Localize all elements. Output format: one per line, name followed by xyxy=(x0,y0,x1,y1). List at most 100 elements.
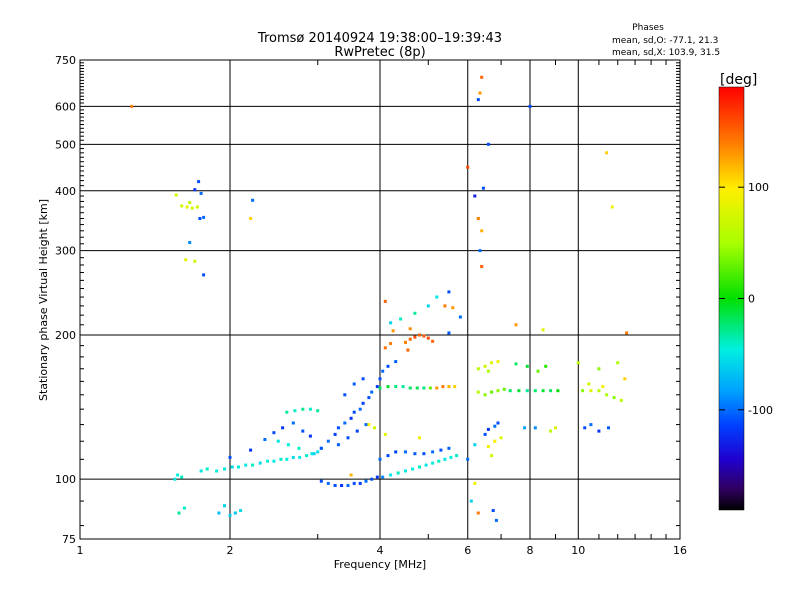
data-point xyxy=(367,396,371,400)
data-point xyxy=(406,348,410,352)
data-point xyxy=(413,452,417,456)
data-point xyxy=(355,429,359,433)
data-point xyxy=(184,258,188,262)
data-point xyxy=(202,215,206,219)
data-point xyxy=(378,386,382,390)
y-tick-label: 200 xyxy=(55,329,76,342)
phases-heading: Phases xyxy=(632,23,664,33)
phase-x-stats: mean, sd,X: 103.9, 31.5 xyxy=(612,48,720,58)
data-point xyxy=(544,364,548,368)
data-point xyxy=(408,337,412,341)
data-point xyxy=(404,469,407,473)
data-point xyxy=(305,454,309,458)
data-point xyxy=(358,407,362,411)
data-point xyxy=(333,484,337,487)
data-point xyxy=(447,446,451,450)
data-point xyxy=(451,306,455,310)
data-point xyxy=(466,165,470,169)
data-point xyxy=(496,421,500,425)
x-tick-label: 10 xyxy=(571,544,585,557)
data-point xyxy=(447,331,451,335)
data-point xyxy=(549,389,553,393)
colorbar-tick-label: 0 xyxy=(748,293,755,306)
data-point xyxy=(523,426,526,430)
y-axis-label: Stationary phase Virtual Height [km] xyxy=(37,199,50,401)
data-point xyxy=(589,423,593,427)
data-point xyxy=(308,434,312,438)
data-point xyxy=(473,481,477,485)
data-point xyxy=(418,333,421,337)
data-point xyxy=(453,385,457,389)
data-point xyxy=(180,204,184,208)
data-point xyxy=(490,454,494,458)
data-point xyxy=(378,457,382,461)
x-tick-label: 1 xyxy=(77,544,84,557)
data-point xyxy=(233,511,237,515)
data-point xyxy=(370,477,374,481)
data-point xyxy=(286,443,290,447)
data-point xyxy=(244,463,248,467)
data-point xyxy=(291,421,295,425)
data-point xyxy=(301,407,305,411)
data-point xyxy=(428,386,432,390)
data-point xyxy=(386,385,390,389)
y-tick-label: 750 xyxy=(55,54,76,67)
data-point xyxy=(605,393,609,397)
data-point xyxy=(228,455,232,459)
data-point xyxy=(249,448,253,452)
data-point xyxy=(316,450,320,454)
data-point xyxy=(193,188,197,192)
data-point xyxy=(408,327,412,331)
data-point xyxy=(199,469,203,473)
data-point xyxy=(469,499,473,503)
data-point xyxy=(389,473,393,477)
x-tick-label: 8 xyxy=(527,544,534,557)
data-point xyxy=(619,398,623,402)
y-tick-label: 75 xyxy=(62,533,76,546)
data-point xyxy=(378,377,382,381)
data-point xyxy=(408,386,412,390)
data-point xyxy=(483,364,487,368)
data-point xyxy=(177,511,181,515)
data-point xyxy=(180,475,184,479)
data-point xyxy=(358,481,362,485)
data-point xyxy=(386,454,390,458)
data-point xyxy=(174,193,178,197)
data-point xyxy=(625,331,629,335)
data-point xyxy=(399,317,403,321)
data-point xyxy=(481,186,485,190)
data-point xyxy=(612,396,616,400)
data-point xyxy=(455,454,459,458)
plot-frame xyxy=(79,59,681,540)
data-point xyxy=(541,328,545,332)
data-point xyxy=(394,385,398,389)
data-point xyxy=(422,386,426,390)
data-point xyxy=(381,369,385,373)
data-point xyxy=(352,481,356,485)
data-point xyxy=(476,367,480,371)
data-point xyxy=(199,191,203,195)
data-point xyxy=(326,439,330,443)
data-point xyxy=(480,229,484,233)
data-point xyxy=(361,401,365,405)
data-point xyxy=(466,457,470,461)
chart-title: Tromsø 20140924 19:38:00–19:39:43 xyxy=(257,31,502,46)
data-point xyxy=(607,426,610,430)
data-point xyxy=(193,259,197,263)
data-point xyxy=(367,423,371,427)
data-point xyxy=(541,389,545,393)
y-tick-label: 500 xyxy=(55,138,76,151)
x-tick-label: 6 xyxy=(464,544,471,557)
data-point xyxy=(249,217,253,220)
data-point xyxy=(176,473,180,477)
data-point xyxy=(443,457,447,461)
data-point xyxy=(266,459,270,463)
data-point xyxy=(431,461,435,465)
data-point xyxy=(401,385,405,389)
data-point xyxy=(447,290,451,294)
data-point xyxy=(486,445,490,448)
data-point xyxy=(251,198,255,202)
data-point xyxy=(480,265,484,268)
